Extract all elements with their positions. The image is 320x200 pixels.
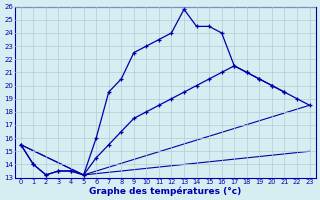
X-axis label: Graphe des températures (°c): Graphe des températures (°c) — [89, 186, 241, 196]
